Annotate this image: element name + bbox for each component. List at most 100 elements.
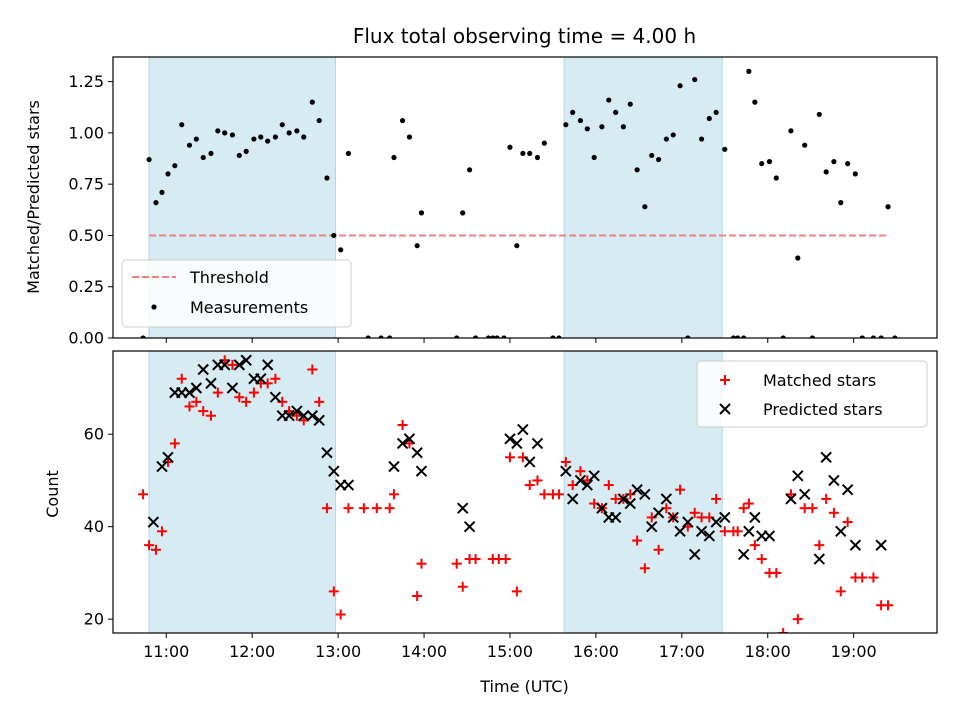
xtick-label-0: 11:00 bbox=[143, 642, 189, 661]
bottom-point-1-69-b bbox=[792, 470, 804, 482]
top-point-0-74 bbox=[706, 115, 712, 122]
top-point-0-85 bbox=[780, 335, 786, 338]
bottom-point-0-78 bbox=[738, 503, 749, 514]
bottom-point-0-15 bbox=[241, 396, 252, 407]
top-point-0-46 bbox=[507, 144, 513, 150]
top-plot-area bbox=[140, 57, 898, 338]
bottom-point-1-20 bbox=[291, 405, 303, 417]
bottom-point-1-57-b bbox=[682, 516, 694, 528]
xtick-label-3: 14:00 bbox=[401, 642, 447, 661]
bottom-point-0-75 bbox=[719, 526, 730, 537]
top-point-0-55 bbox=[570, 109, 576, 115]
top-point-0-28 bbox=[338, 247, 344, 253]
bottom-point-1-35-b bbox=[504, 433, 516, 445]
bottom-point-1-40 bbox=[560, 465, 572, 477]
top-point-0-84 bbox=[773, 175, 779, 181]
bottom-point-1-5-b bbox=[183, 386, 196, 399]
bottom-point-1-47 bbox=[609, 511, 622, 524]
top-point-0-61 bbox=[613, 109, 619, 115]
bottom-point-1-21-b bbox=[298, 410, 310, 422]
bottom-point-1-50-b bbox=[631, 483, 643, 496]
bottom-point-0-19 bbox=[270, 373, 281, 384]
bottom-point-1-32 bbox=[415, 465, 428, 477]
top-point-0-22 bbox=[294, 128, 300, 134]
top-point-0-35 bbox=[406, 134, 413, 140]
bottom-point-0-36 bbox=[412, 591, 423, 602]
bottom-point-0-66 bbox=[653, 544, 664, 555]
top-point-0-51 bbox=[541, 140, 547, 146]
bottom-point-0-3 bbox=[156, 526, 167, 537]
bottom-point-0-10 bbox=[205, 410, 216, 421]
bottom-point-0-14 bbox=[234, 392, 245, 403]
bottom-point-1-15 bbox=[255, 373, 267, 385]
top-point-0-43 bbox=[490, 335, 496, 338]
top-point-0-27 bbox=[331, 232, 337, 239]
top-point-0-59 bbox=[599, 124, 605, 130]
top-panel: 0.00 0.25 0.50 0.75 1.00 1.25 bbox=[68, 56, 938, 348]
top-point-0-88 bbox=[802, 142, 808, 148]
bottom-point-0-32 bbox=[384, 503, 395, 514]
bottom-point-0-37 bbox=[416, 558, 427, 569]
bottom-point-1-52 bbox=[646, 520, 658, 533]
bottom-point-1-60 bbox=[703, 530, 716, 542]
bottom-point-1-16-b bbox=[261, 359, 274, 371]
top-y-axis-label: Matched/Predicted stars bbox=[24, 100, 43, 294]
bottom-point-1-13 bbox=[240, 354, 252, 366]
top-point-0-37 bbox=[418, 210, 425, 216]
top-point-0-71 bbox=[685, 335, 691, 338]
bottom-point-1-13-b bbox=[240, 354, 252, 366]
top-point-0-92 bbox=[831, 159, 837, 165]
chart-title: Flux total observing time = 4.00 h bbox=[353, 24, 696, 48]
bottom-point-0-55 bbox=[575, 466, 586, 477]
bottom-point-1-62 bbox=[719, 511, 731, 524]
bottom-point-1-1-b bbox=[156, 460, 168, 473]
bottom-series-predicted-stars bbox=[147, 354, 887, 565]
top-point-0-8 bbox=[193, 136, 199, 142]
bottom-point-1-28-b bbox=[388, 460, 400, 473]
top-point-0-89 bbox=[809, 335, 816, 338]
top-point-0-87 bbox=[795, 255, 801, 261]
bottom-point-1-6 bbox=[190, 382, 203, 394]
top-point-0-34 bbox=[399, 117, 406, 124]
xtick-label-4: 15:00 bbox=[487, 642, 533, 661]
bottom-point-1-31-b bbox=[411, 446, 423, 459]
top-point-0-23 bbox=[301, 134, 307, 140]
bottom-point-1-63 bbox=[737, 548, 750, 561]
bottom-point-0-52 bbox=[553, 489, 564, 500]
bottom-point-0-31 bbox=[371, 503, 382, 514]
top-point-0-4 bbox=[165, 171, 171, 177]
legend-measurements-swatch bbox=[151, 304, 157, 310]
bottom-point-1-30-b bbox=[403, 433, 416, 445]
bottom-point-0-63 bbox=[632, 535, 643, 546]
bottom-point-1-41-b bbox=[566, 493, 579, 505]
bottom-point-1-11-b bbox=[226, 382, 239, 394]
bottom-point-1-72 bbox=[820, 451, 832, 464]
top-point-0-62 bbox=[620, 124, 626, 130]
bottom-point-1-68-b bbox=[785, 493, 797, 505]
bottom-point-0-9 bbox=[198, 406, 209, 417]
top-point-0-95 bbox=[852, 171, 858, 177]
bottom-legend: Matched stars Predicted stars bbox=[696, 360, 928, 428]
bottom-point-0-41 bbox=[470, 554, 481, 565]
top-point-0-75 bbox=[713, 109, 719, 115]
top-point-0-52 bbox=[550, 335, 556, 338]
bottom-point-0-46 bbox=[511, 586, 522, 597]
xtick-label-6: 17:00 bbox=[659, 642, 705, 661]
bottom-point-0-53 bbox=[560, 456, 571, 467]
top-point-0-13 bbox=[229, 132, 236, 138]
top-point-0-76 bbox=[722, 146, 728, 152]
bottom-point-1-30 bbox=[403, 433, 416, 445]
bottom-point-0-5 bbox=[169, 438, 180, 449]
bottom-point-1-62-b bbox=[719, 511, 731, 524]
bottom-point-1-58-b bbox=[688, 548, 701, 561]
bottom-point-1-75 bbox=[841, 483, 854, 496]
bottom-point-1-42-b bbox=[574, 474, 587, 487]
bottom-point-1-49-b bbox=[624, 497, 636, 510]
bottom-point-1-50 bbox=[631, 483, 643, 496]
bottom-point-0-30 bbox=[358, 503, 369, 514]
bottom-point-1-28 bbox=[388, 460, 400, 473]
bottom-plot-area bbox=[138, 351, 894, 633]
bottom-point-1-54 bbox=[660, 493, 673, 505]
top-point-0-36 bbox=[414, 243, 420, 249]
bottom-point-1-52-b bbox=[646, 520, 658, 533]
